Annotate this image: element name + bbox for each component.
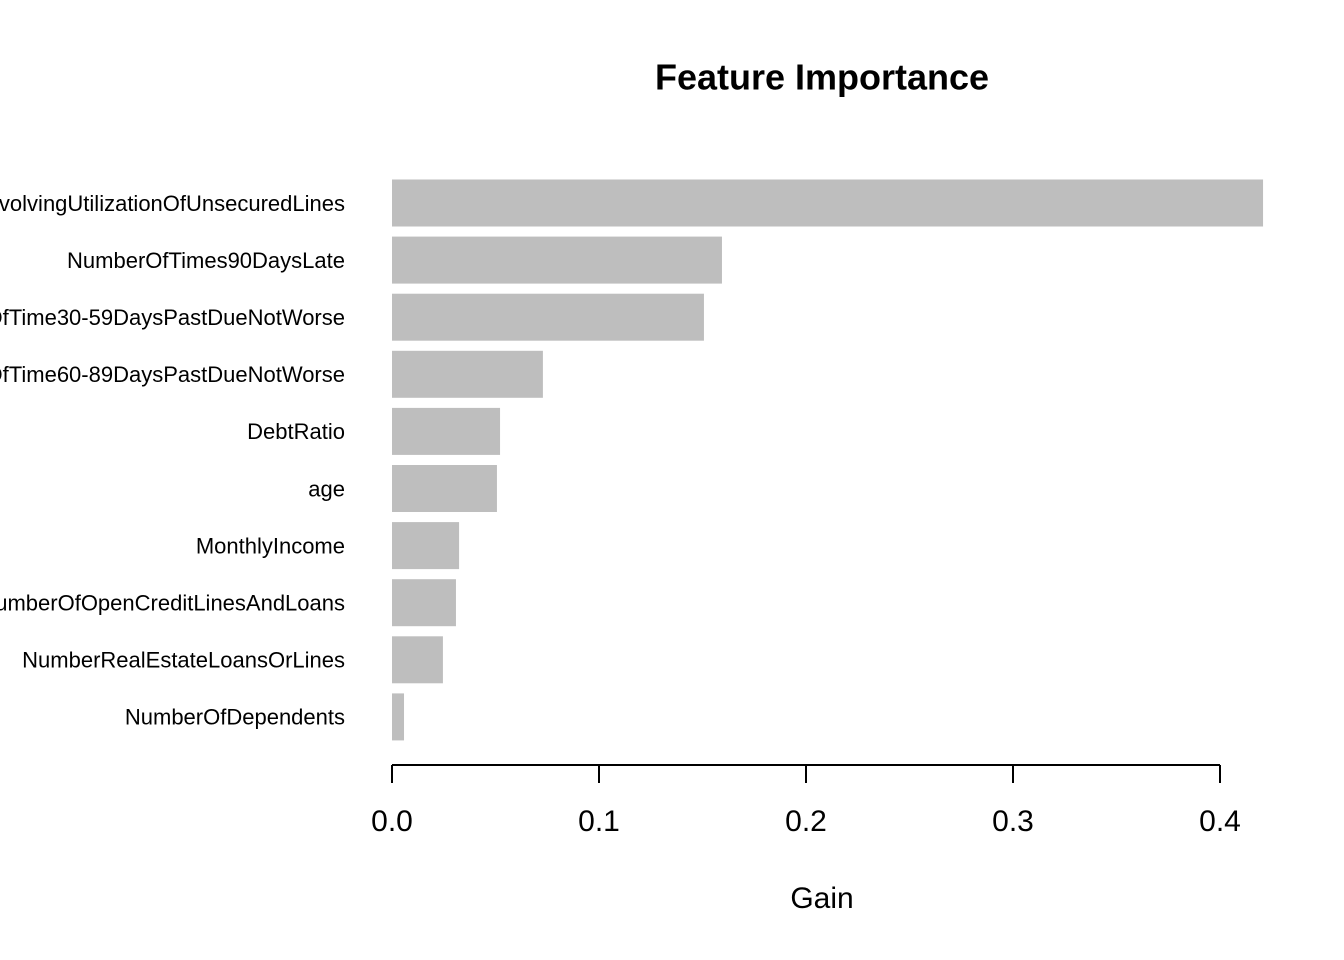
x-tick-label: 0.2 xyxy=(785,805,827,838)
y-tick-label: NumberOfDependents xyxy=(125,705,345,730)
x-tick-label: 0.3 xyxy=(992,805,1034,838)
x-tick-label: 0.0 xyxy=(371,805,413,838)
y-tick-label: age xyxy=(308,476,345,501)
bar xyxy=(392,293,704,341)
chart-title: Feature Importance xyxy=(655,57,989,98)
y-tick-label: NumberOfOpenCreditLinesAndLoans xyxy=(0,591,345,616)
bar xyxy=(392,407,501,455)
bar xyxy=(392,179,1264,227)
bar xyxy=(392,693,405,741)
bar xyxy=(392,579,456,627)
y-tick-label: NumberOfTimes90DaysLate xyxy=(67,248,345,273)
x-axis-label: Gain xyxy=(790,882,853,915)
bar xyxy=(392,350,543,398)
bar xyxy=(392,522,460,570)
y-tick-label: NumberOfTime60-89DaysPastDueNotWorse xyxy=(0,362,345,387)
bar xyxy=(392,465,497,512)
y-tick-label: NumberOfTime30-59DaysPastDueNotWorse xyxy=(0,305,345,330)
bar xyxy=(392,636,443,684)
y-tick-label: RevolvingUtilizationOfUnsecuredLines xyxy=(0,191,345,216)
y-tick-label: MonthlyIncome xyxy=(196,533,345,558)
bar xyxy=(392,236,722,284)
x-tick-label: 0.1 xyxy=(578,805,620,838)
x-tick-label: 0.4 xyxy=(1199,805,1241,838)
y-tick-label: DebtRatio xyxy=(247,419,345,444)
y-tick-label: NumberRealEstateLoansOrLines xyxy=(22,648,345,673)
